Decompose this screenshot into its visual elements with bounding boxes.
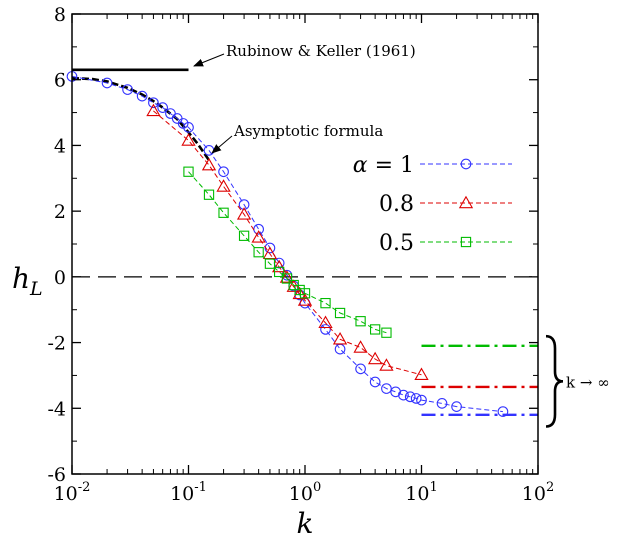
y-axis-title-main: h <box>12 262 30 295</box>
rubinow-keller-label: Rubinow & Keller (1961) <box>226 42 416 60</box>
series-0.8 <box>146 103 429 380</box>
y-tick-label: 0 <box>54 267 66 289</box>
y-tick-label: 4 <box>54 135 66 157</box>
data-point <box>404 391 416 403</box>
data-point <box>414 367 429 380</box>
data-point <box>253 247 264 258</box>
x-tick-label: 100 <box>289 480 321 505</box>
data-point <box>272 259 287 273</box>
data-point <box>332 331 348 345</box>
data-point <box>183 122 194 133</box>
x-tick-label: 10-1 <box>170 480 207 505</box>
x-axis-title: k <box>297 507 314 540</box>
data-point <box>253 223 264 235</box>
data-point <box>353 340 368 353</box>
data-point <box>318 315 333 329</box>
rubinow-keller-arrow <box>193 53 225 67</box>
data-point <box>218 207 229 218</box>
data-point <box>101 77 113 89</box>
data-point <box>177 118 189 129</box>
y-axis-title-subscript: L <box>29 278 43 300</box>
data-point <box>157 102 169 113</box>
data-point <box>146 103 161 117</box>
k-infinity-label: k → ∞ <box>566 373 610 391</box>
data-point <box>367 351 383 365</box>
data-point <box>355 363 366 375</box>
asymptotic-formula-line <box>71 76 211 161</box>
data-point <box>148 97 159 109</box>
data-point <box>381 383 392 394</box>
data-point <box>201 157 217 171</box>
data-point <box>497 406 509 417</box>
data-point <box>460 236 472 248</box>
data-point <box>355 316 366 327</box>
data-point <box>264 258 276 269</box>
data-point <box>398 389 409 401</box>
legend-label-1: α = 1 <box>353 153 414 178</box>
data-point <box>458 195 474 209</box>
y-tick-label: -2 <box>47 333 66 355</box>
data-point <box>292 286 307 300</box>
data-point <box>216 179 231 192</box>
data-point <box>218 166 229 178</box>
data-point <box>203 189 215 200</box>
data-point <box>381 327 392 338</box>
series-line <box>188 171 387 334</box>
data-point <box>334 307 346 319</box>
data-point <box>369 324 381 335</box>
k-infinity-brace <box>545 334 564 428</box>
asymptotic-formula-arrow <box>211 135 233 154</box>
asymptotic-formula-label: Asymptotic formula <box>233 122 383 140</box>
data-point <box>379 358 394 371</box>
data-point <box>281 273 293 284</box>
data-point <box>369 376 381 388</box>
x-tick-label: 101 <box>405 480 437 505</box>
y-tick-label: 8 <box>54 4 66 26</box>
data-point <box>320 324 331 335</box>
y-tick-label: 2 <box>54 201 66 223</box>
data-point <box>183 166 194 177</box>
data-point <box>181 133 196 146</box>
data-point <box>122 84 133 95</box>
data-point <box>236 207 252 220</box>
y-tick-label: -4 <box>47 398 66 420</box>
data-point <box>238 199 250 210</box>
legend-label-0.8: 0.8 <box>379 192 414 217</box>
y-tick-label: -6 <box>47 464 66 486</box>
data-point <box>460 158 472 170</box>
data-point <box>410 393 422 404</box>
data-point <box>297 293 313 306</box>
legend-label-0.5: 0.5 <box>379 231 414 256</box>
x-tick-label: 10-2 <box>54 480 91 505</box>
series-0.5 <box>183 166 392 338</box>
data-point <box>294 284 305 296</box>
x-tick-label: 102 <box>522 480 554 505</box>
data-point <box>416 394 427 406</box>
y-axis-title: hL <box>12 262 43 300</box>
data-point <box>251 230 266 243</box>
data-point <box>264 242 276 254</box>
y-tick-label: 6 <box>54 70 66 92</box>
data-point <box>136 90 148 102</box>
data-point <box>334 343 346 355</box>
data-point <box>274 266 285 278</box>
data-point <box>299 288 311 299</box>
data-point <box>262 246 278 260</box>
data-point <box>320 297 331 309</box>
data-point <box>436 398 448 409</box>
data-point <box>238 230 250 241</box>
plot-frame <box>71 13 539 475</box>
data-point <box>451 401 462 412</box>
